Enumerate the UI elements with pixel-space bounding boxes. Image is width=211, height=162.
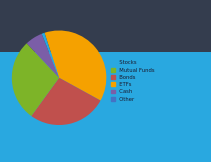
Wedge shape — [42, 33, 59, 78]
Wedge shape — [45, 30, 106, 101]
Wedge shape — [27, 34, 59, 78]
Wedge shape — [31, 78, 100, 125]
Wedge shape — [12, 43, 59, 116]
Legend:   Stocks,   Mutual Funds,   Bonds,   ETFs,   Cash,   Other: Stocks, Mutual Funds, Bonds, ETFs, Cash,… — [111, 60, 155, 102]
